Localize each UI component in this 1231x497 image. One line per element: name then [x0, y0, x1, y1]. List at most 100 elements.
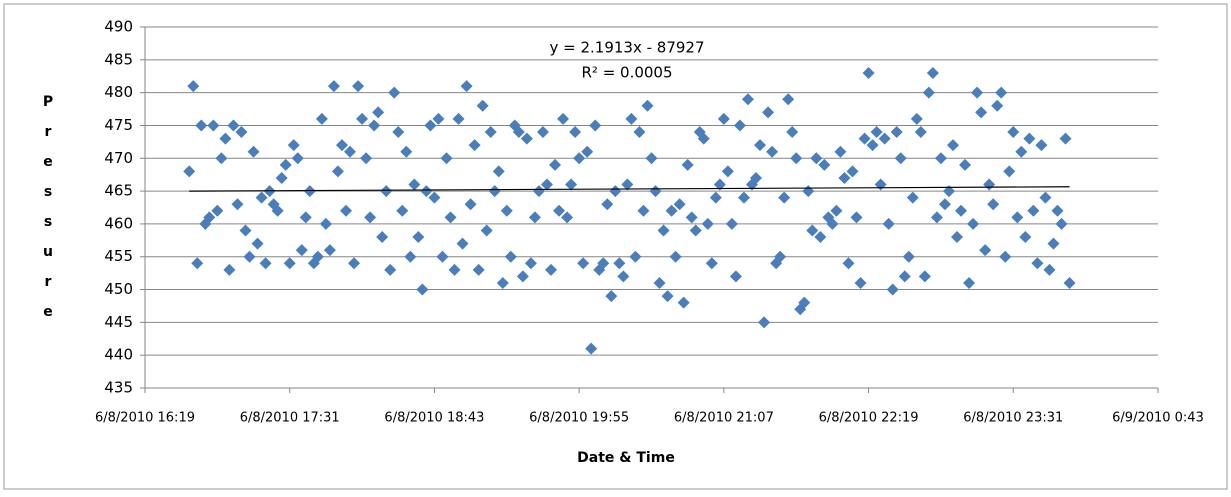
data-point — [778, 191, 791, 204]
data-point — [1031, 257, 1044, 270]
data-point — [826, 217, 839, 230]
data-point — [902, 250, 915, 263]
data-point — [291, 152, 304, 165]
data-point — [247, 145, 260, 158]
y-tick-label: 450 — [104, 280, 133, 298]
data-point — [621, 178, 634, 191]
data-point — [613, 257, 626, 270]
data-point — [195, 119, 208, 132]
data-point — [545, 263, 558, 276]
y-tick-label: 480 — [104, 83, 133, 101]
data-point — [412, 231, 425, 244]
data-point — [701, 217, 714, 230]
data-point — [352, 80, 365, 93]
data-point — [476, 99, 489, 112]
data-point — [697, 132, 710, 145]
data-point — [536, 126, 549, 139]
data-point — [782, 93, 795, 106]
chart-border — [3, 3, 1228, 490]
data-point — [368, 119, 381, 132]
data-point — [1035, 139, 1048, 152]
data-point — [661, 290, 674, 303]
data-point — [810, 152, 823, 165]
data-point — [918, 270, 931, 283]
data-point — [460, 80, 473, 93]
x-axis-title: Date & Time — [577, 450, 675, 466]
data-point — [428, 191, 441, 204]
y-tick-label: 475 — [104, 116, 133, 134]
data-point — [472, 263, 485, 276]
data-point — [207, 119, 220, 132]
data-point — [279, 158, 292, 171]
data-point — [866, 139, 879, 152]
y-tick-label: 460 — [104, 214, 133, 232]
data-point — [388, 86, 401, 99]
data-point — [315, 112, 328, 125]
data-point — [930, 211, 943, 224]
data-point — [649, 185, 662, 198]
data-point — [653, 276, 666, 289]
data-point — [271, 204, 284, 217]
data-point — [311, 250, 324, 263]
y-tick-label: 470 — [104, 149, 133, 167]
data-point — [215, 152, 228, 165]
data-point — [609, 185, 622, 198]
data-point — [183, 165, 196, 178]
data-point — [231, 198, 244, 211]
data-point — [942, 185, 955, 198]
data-point — [673, 198, 686, 211]
data-point — [496, 276, 509, 289]
data-point — [963, 276, 976, 289]
data-point — [565, 178, 578, 191]
data-point — [187, 80, 200, 93]
data-point — [283, 257, 296, 270]
data-point — [488, 185, 501, 198]
x-tick-label: 6/8/2010 17:31 — [240, 411, 340, 426]
data-point — [665, 204, 678, 217]
data-point — [1043, 263, 1056, 276]
data-point — [1003, 165, 1016, 178]
data-point — [625, 112, 638, 125]
data-point — [235, 126, 248, 139]
data-point — [504, 250, 517, 263]
x-tick-label: 6/8/2010 18:43 — [384, 411, 484, 426]
data-point — [520, 132, 533, 145]
data-point — [838, 171, 851, 184]
data-point — [211, 204, 224, 217]
data-point — [750, 171, 763, 184]
data-point — [641, 99, 654, 112]
data-point — [243, 250, 256, 263]
data-point — [1047, 237, 1060, 250]
data-point — [681, 158, 694, 171]
data-point — [573, 152, 586, 165]
data-point — [1015, 145, 1028, 158]
data-point — [392, 126, 405, 139]
data-point — [858, 132, 871, 145]
data-point — [1039, 191, 1052, 204]
data-point — [754, 139, 767, 152]
data-point — [886, 283, 899, 296]
data-point — [516, 270, 529, 283]
data-point — [971, 86, 984, 99]
data-point — [862, 66, 875, 79]
x-tick-label: 6/9/2010 0:43 — [1112, 411, 1204, 426]
data-point — [1051, 204, 1064, 217]
data-point — [299, 211, 312, 224]
data-point — [951, 231, 964, 244]
y-tick-label: 490 — [104, 18, 133, 36]
data-point — [440, 152, 453, 165]
data-point — [979, 244, 992, 257]
x-tick-label: 6/8/2010 21:07 — [674, 411, 774, 426]
data-point — [384, 263, 397, 276]
data-point — [223, 263, 236, 276]
data-point — [424, 119, 437, 132]
data-point — [227, 119, 240, 132]
data-point — [975, 106, 988, 119]
data-point — [677, 296, 690, 309]
data-point — [408, 178, 421, 191]
data-point — [589, 119, 602, 132]
data-point — [854, 276, 867, 289]
data-point — [452, 112, 465, 125]
data-point — [898, 270, 911, 283]
data-point — [906, 191, 919, 204]
